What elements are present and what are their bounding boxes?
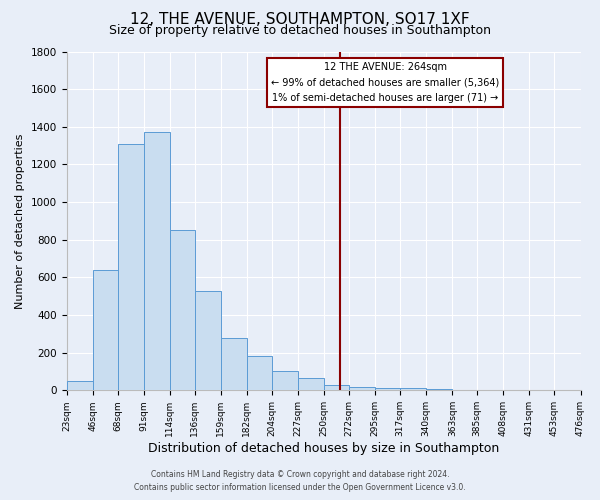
- Bar: [195, 290, 221, 390]
- Bar: [298, 378, 324, 390]
- Text: Contains HM Land Registry data © Crown copyright and database right 2024.
Contai: Contains HM Land Registry data © Crown c…: [134, 470, 466, 492]
- Bar: [324, 384, 349, 390]
- X-axis label: Distribution of detached houses by size in Southampton: Distribution of detached houses by size …: [148, 442, 499, 455]
- Bar: [170, 230, 195, 390]
- Bar: [118, 144, 143, 390]
- Bar: [272, 370, 298, 390]
- Bar: [349, 386, 375, 390]
- Bar: [143, 132, 170, 390]
- Text: 12 THE AVENUE: 264sqm
← 99% of detached houses are smaller (5,364)
1% of semi-de: 12 THE AVENUE: 264sqm ← 99% of detached …: [271, 62, 499, 103]
- Text: Size of property relative to detached houses in Southampton: Size of property relative to detached ho…: [109, 24, 491, 37]
- Y-axis label: Number of detached properties: Number of detached properties: [15, 133, 25, 308]
- Bar: [400, 388, 426, 390]
- Bar: [92, 270, 118, 390]
- Bar: [221, 338, 247, 390]
- Bar: [67, 381, 92, 390]
- Bar: [247, 356, 272, 390]
- Text: 12, THE AVENUE, SOUTHAMPTON, SO17 1XF: 12, THE AVENUE, SOUTHAMPTON, SO17 1XF: [130, 12, 470, 28]
- Bar: [375, 388, 400, 390]
